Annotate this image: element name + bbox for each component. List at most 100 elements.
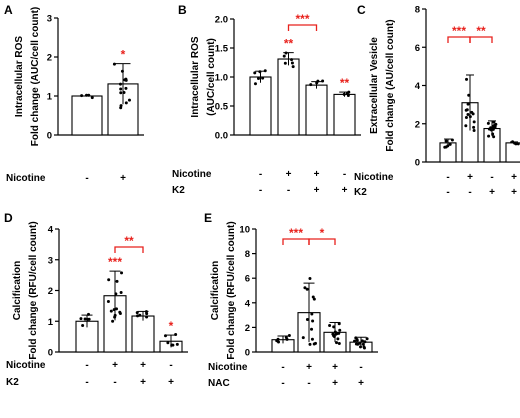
y-tick-label: 0.0 [215,131,228,142]
condition-value: + [168,377,174,388]
data-point [365,337,369,341]
significance-label: ** [340,76,350,90]
condition-value: + [511,187,517,198]
data-point [113,315,117,319]
data-point [310,337,314,341]
data-point [87,317,91,321]
y-tick-label: 4 [415,81,421,92]
data-point [487,134,491,138]
data-point [87,93,91,97]
data-point [470,110,474,114]
data-point [263,69,267,73]
data-point [174,333,178,337]
data-point [145,315,149,319]
condition-value: - [446,172,449,183]
data-point [112,308,116,312]
data-point [337,322,341,326]
condition-value: + [306,362,312,373]
data-point [493,123,497,127]
y-axis-label: Fold change (RFU/cell count) [28,221,39,359]
condition-value: - [259,185,262,196]
data-point [310,312,314,316]
data-point [124,101,128,105]
data-point [467,93,471,97]
panel-e: E Calcification Fold change (RFU/cell coun… [204,211,378,389]
data-point [309,83,313,87]
condition-value: + [286,169,292,180]
y-tick-label: 3 [47,14,52,25]
data-point [312,297,316,301]
data-point [114,307,118,311]
significance-label: *** [289,226,303,240]
data-point [446,144,450,148]
condition-row-label: Nicotine [354,172,394,183]
condition-row-label: Nicotine [6,360,46,371]
data-point [331,332,335,336]
bar [131,315,155,353]
significance-label: ** [476,24,486,38]
data-point [315,81,319,85]
significance-label: *** [452,24,466,38]
data-point [253,71,257,75]
bar [305,84,328,136]
y-axis-label: Fold change (RFU/cell count) [226,221,237,359]
condition-value: - [343,169,346,180]
panel-letter: A [4,3,13,17]
data-point [332,335,336,339]
data-point [444,139,448,143]
condition-value: - [307,378,310,389]
data-point [109,309,113,313]
data-point [124,86,128,90]
data-point [112,62,116,66]
significance-label: *** [295,12,309,26]
y-tick-label: 6 [415,43,420,54]
y-tick-label: 2 [245,323,250,334]
significance-label: ** [124,234,134,248]
data-point [516,142,520,146]
data-point [291,65,295,69]
data-point [170,343,174,347]
data-point [450,138,454,142]
panel-letter: B [178,3,187,17]
condition-value: - [259,169,262,180]
y-tick-label: 6 [245,274,250,285]
data-point [354,342,358,346]
significance-bracket [308,238,336,245]
data-point [321,79,325,83]
data-point [472,129,476,133]
bar [333,93,356,136]
data-point [127,98,131,102]
condition-row-label: Nicotine [208,362,248,373]
condition-value: - [490,172,493,183]
condition-value: - [287,185,290,196]
data-point [119,104,123,108]
data-point [468,115,472,119]
data-point [311,319,315,323]
data-point [277,340,281,344]
panel-d: D Calcification Fold change (RFU/cell coun… [4,211,188,388]
y-tick-label: 3 [48,255,53,266]
y-axis-label: (AUC/cell count) [206,38,217,116]
data-point [465,108,469,112]
data-point [361,342,365,346]
bar [277,58,300,136]
data-point [122,90,126,94]
y-tick-label: 0.5 [215,102,229,113]
data-point [310,327,314,331]
y-tick-label: 1 [47,92,53,103]
data-point [285,337,289,341]
condition-value: + [140,360,146,371]
condition-value: - [281,378,284,389]
condition-value: - [359,362,362,373]
condition-value: + [511,172,517,183]
condition-value: - [113,377,116,388]
y-axis-label: Extracellular Vesicle [369,37,380,134]
data-point [114,292,118,296]
data-point [111,319,115,323]
y-tick-label: 4 [48,225,54,236]
data-point [466,112,470,116]
condition-value: + [332,362,338,373]
data-point [119,291,123,295]
condition-value: - [169,360,172,371]
bar [505,142,520,163]
